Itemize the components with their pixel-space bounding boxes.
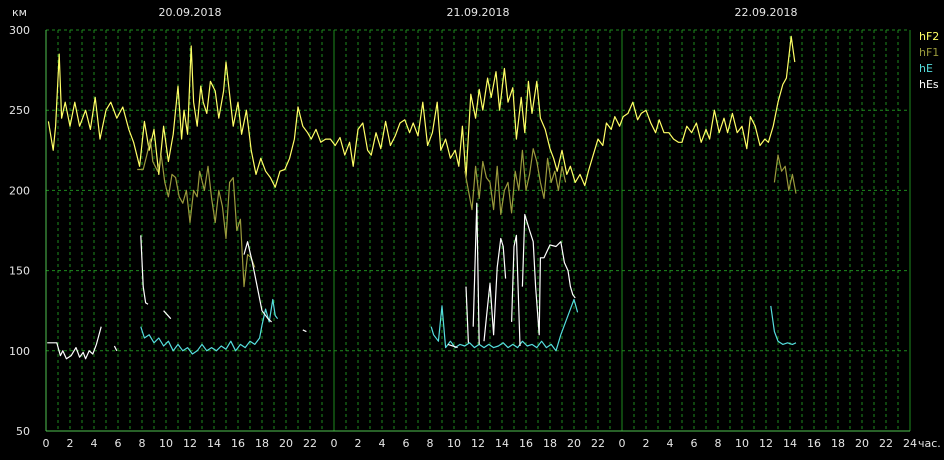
x-tick-label: 20 [567,437,581,450]
x-tick-label: 24 [903,437,917,450]
x-tick-label: 10 [159,437,173,450]
series-line-hes [243,241,272,323]
date-label: 21.09.2018 [447,6,510,19]
x-tick-label: 10 [735,437,749,450]
x-tick-label: 4 [379,437,386,450]
x-tick-label: 14 [495,437,509,450]
chart-legend: hF2 hF1 hE hEs [919,30,939,91]
series-line-hes [447,343,458,349]
x-tick-label: 14 [207,437,221,450]
series-line-hes [113,345,118,352]
y-axis-unit-label: км [12,6,27,19]
series-line-hf1 [137,138,256,288]
x-axis-unit-label: час. [918,437,941,450]
series-line-hf1 [773,154,797,194]
x-tick-label: 18 [543,437,557,450]
series-line-hf2 [47,35,796,188]
x-tick-label: 6 [691,437,698,450]
series-line-hf1 [464,148,567,216]
x-tick-label: 16 [807,437,821,450]
x-tick-label: 8 [427,437,434,450]
x-tick-label: 12 [471,437,485,450]
x-tick-label: 22 [303,437,317,450]
x-tick-label: 16 [231,437,245,450]
y-tick-label: 50 [16,425,30,438]
series-line-hes [511,234,521,347]
x-tick-label: 18 [255,437,269,450]
x-tick-label: 8 [715,437,722,450]
x-tick-label: 14 [783,437,797,450]
x-tick-label: 22 [879,437,893,450]
legend-entry-hf1: hF1 [919,46,939,59]
x-tick-label: 2 [355,437,362,450]
series-line-hes [47,326,102,360]
legend-entry-he: hE [919,62,933,75]
y-tick-label: 250 [9,104,30,117]
x-tick-label: 0 [331,437,338,450]
x-tick-label: 8 [139,437,146,450]
chart-series [47,35,797,360]
x-tick-label: 0 [43,437,50,450]
series-line-hes [140,235,149,305]
y-tick-label: 100 [9,345,30,358]
x-tick-label: 4 [91,437,98,450]
series-line-he [430,298,579,352]
y-tick-label: 150 [9,265,30,278]
x-tick-label: 16 [519,437,533,450]
series-line-hes [163,310,172,320]
legend-entry-hes: hEs [919,78,939,91]
y-tick-label: 300 [9,24,30,37]
date-label: 20.09.2018 [159,6,222,19]
x-tick-label: 12 [183,437,197,450]
series-line-he [140,298,279,355]
x-tick-label: 20 [855,437,869,450]
series-line-he [770,305,797,345]
x-tick-label: 18 [831,437,845,450]
x-tick-label: 6 [403,437,410,450]
x-tick-label: 12 [759,437,773,450]
x-tick-label: 22 [591,437,605,450]
series-line-hes [521,213,576,336]
date-label: 22.09.2018 [735,6,798,19]
x-tick-label: 20 [279,437,293,450]
legend-entry-hf2: hF2 [919,30,939,43]
y-tick-label: 200 [9,184,30,197]
x-tick-label: 2 [67,437,74,450]
x-tick-label: 6 [115,437,122,450]
x-tick-label: 2 [643,437,650,450]
series-line-hes [302,329,307,333]
series-line-hes [472,202,480,345]
x-tick-label: 4 [667,437,674,450]
series-line-hes [465,286,469,343]
x-tick-label: 10 [447,437,461,450]
chart-grid [45,29,911,432]
series-line-hes [483,237,507,342]
x-tick-label: 0 [619,437,626,450]
